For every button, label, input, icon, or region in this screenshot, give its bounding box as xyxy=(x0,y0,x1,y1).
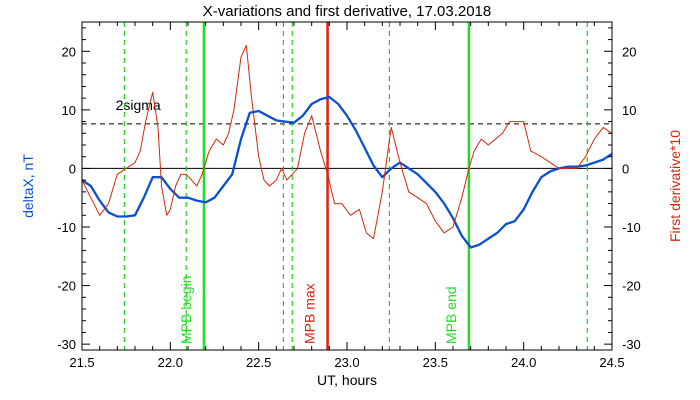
marker-label-2: MPB end xyxy=(443,286,459,344)
series-line-deltax xyxy=(82,95,612,249)
marker-label-1: MPB max xyxy=(302,283,318,344)
y-tick-label-left: 20 xyxy=(62,44,76,59)
y-tick-label-right: -20 xyxy=(622,279,641,294)
x-tick-label: 22.0 xyxy=(158,355,183,370)
x-tick-label: 23.5 xyxy=(423,355,448,370)
y-tick-label-left: -30 xyxy=(57,337,76,352)
series-line-derivative xyxy=(82,44,612,240)
x-tick-label: 21.5 xyxy=(69,355,94,370)
x-axis-label: UT, hours xyxy=(317,372,377,388)
x-tick-label: 24.5 xyxy=(599,355,624,370)
y-tick-label-right: 10 xyxy=(622,103,636,118)
y-tick-label-right: 0 xyxy=(622,161,629,176)
x-tick-label: 24.0 xyxy=(511,355,536,370)
y-tick-label-left: -20 xyxy=(57,279,76,294)
marker-label-0: MPB begin xyxy=(178,276,194,344)
y-axis-label-left: deltaX, nT xyxy=(20,154,36,218)
plot-marks: 2sigma MPB begin MPB max MPB end xyxy=(82,22,612,350)
hline-label-1: 2sigma xyxy=(116,97,161,113)
plot-axes: 21.5 22.0 22.5 23.0 23.5 24.0 24.5 20 20 10 10 0 0 -1… xyxy=(57,21,641,370)
y-tick-label-left: -10 xyxy=(57,220,76,235)
y-tick-label-left: 0 xyxy=(69,161,76,176)
y-tick-label-right: -30 xyxy=(622,337,641,352)
chart-title: X-variations and first derivative, 17.03… xyxy=(203,3,492,20)
y-tick-label-left: 10 xyxy=(62,103,76,118)
x-tick-label: 23.0 xyxy=(334,355,359,370)
x-tick-label: 22.5 xyxy=(246,355,271,370)
y-tick-label-right: 20 xyxy=(622,44,636,59)
y-axis-label-right: First derivative*10 xyxy=(667,130,683,242)
y-tick-label-right: -10 xyxy=(622,220,641,235)
